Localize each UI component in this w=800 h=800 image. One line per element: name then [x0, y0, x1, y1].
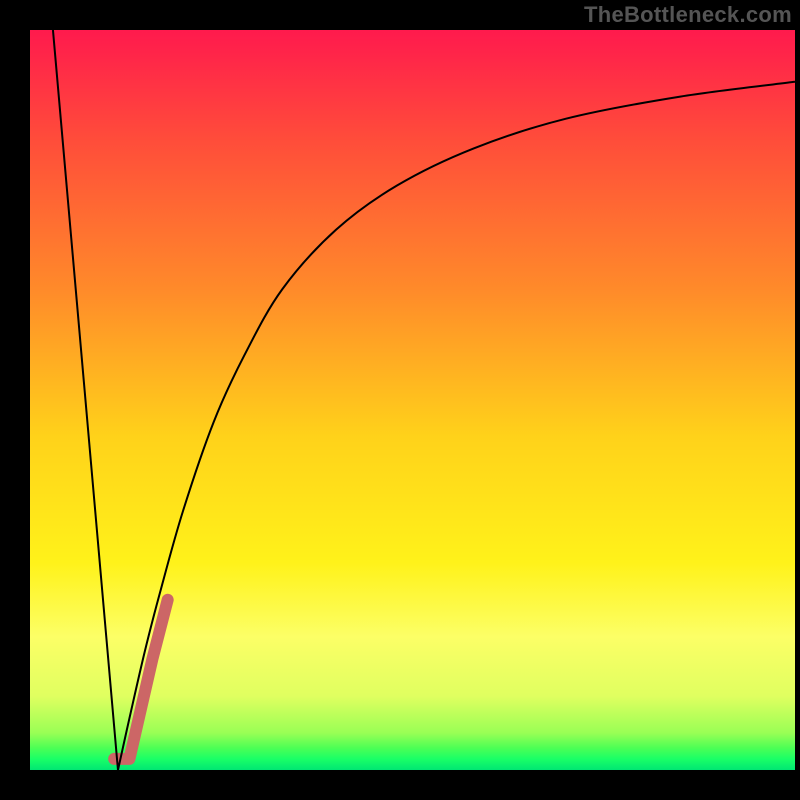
gradient-background — [30, 30, 795, 770]
plot-area — [30, 30, 795, 770]
chart-container: TheBottleneck.com — [0, 0, 800, 800]
watermark-text: TheBottleneck.com — [584, 2, 792, 28]
bottleneck-chart — [30, 30, 795, 770]
